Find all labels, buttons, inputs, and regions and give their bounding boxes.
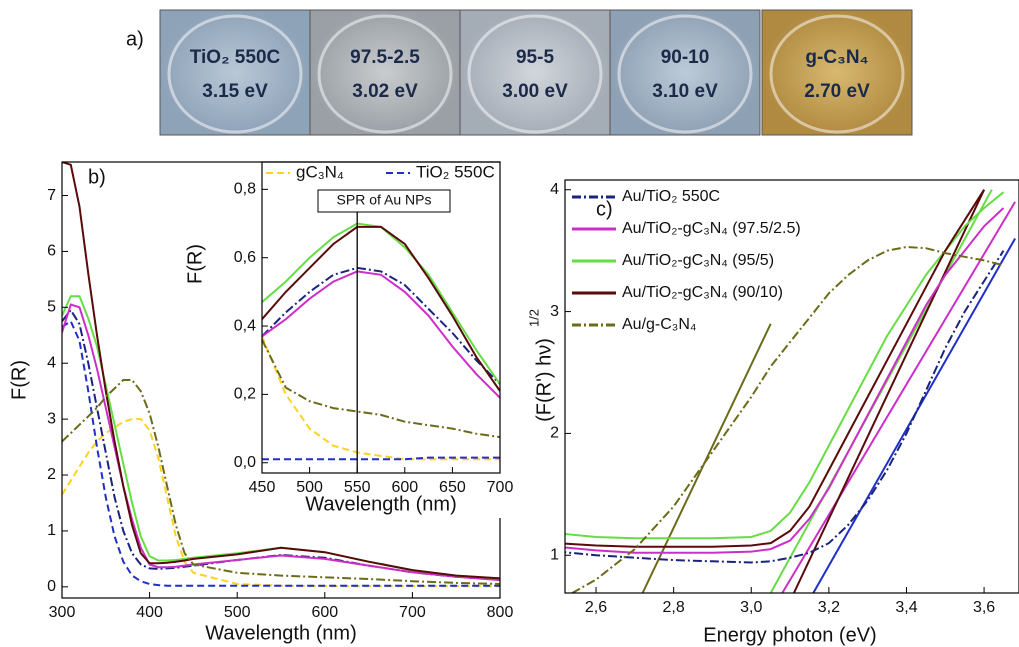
panel-label: c) bbox=[596, 198, 613, 220]
y-tick-label: 4 bbox=[47, 354, 56, 371]
y-axis-label-sup: 1/2 bbox=[526, 309, 541, 327]
x-tick-label: 2,8 bbox=[663, 599, 685, 616]
x-axis-label: Wavelength (nm) bbox=[205, 622, 357, 644]
plot-frame bbox=[564, 179, 1019, 594]
x-tick-label: 3,2 bbox=[818, 599, 840, 616]
y-axis-label: (F(R') hν) bbox=[533, 338, 555, 422]
series-line bbox=[262, 225, 500, 392]
series-line bbox=[62, 162, 500, 580]
photo bbox=[609, 9, 761, 136]
photo-dish bbox=[769, 14, 905, 134]
series-line bbox=[565, 250, 1005, 564]
y-tick-label: 7 bbox=[47, 187, 56, 204]
series-line bbox=[570, 245, 1004, 593]
series-line bbox=[262, 335, 500, 461]
plot-area bbox=[262, 222, 500, 461]
y-tick-label: 1 bbox=[47, 522, 56, 539]
photo-name: 95-5 bbox=[516, 47, 554, 68]
legend-label: Au/TiO₂-gC₃N₄ (90/10) bbox=[622, 284, 783, 301]
series-line bbox=[262, 266, 500, 385]
legend-label: gC₃N₄ bbox=[296, 162, 344, 181]
series-line bbox=[262, 456, 500, 461]
series-line bbox=[565, 189, 985, 548]
x-tick-label: 400 bbox=[136, 604, 163, 621]
x-tick-label: 450 bbox=[249, 479, 276, 496]
x-tick-label: 650 bbox=[439, 479, 466, 496]
x-tick-label: 3,6 bbox=[973, 599, 995, 616]
y-tick-label: 0 bbox=[47, 578, 56, 595]
x-tick-label: 300 bbox=[49, 604, 76, 621]
y-tick-label: 5 bbox=[47, 299, 56, 316]
photo bbox=[459, 9, 611, 136]
panel-label: b) bbox=[88, 166, 106, 188]
photo-dish bbox=[317, 14, 453, 134]
legend-label: Au/TiO₂ 550C bbox=[622, 188, 720, 205]
legend-label: Au/TiO₂-gC₃N₄ (95/5) bbox=[622, 252, 774, 269]
x-tick-label: 700 bbox=[399, 604, 426, 621]
x-tick-label: 550 bbox=[344, 479, 371, 496]
x-axis-label: Wavelength (nm) bbox=[305, 493, 457, 515]
photo-name: 90-10 bbox=[661, 47, 710, 68]
series-line bbox=[262, 339, 500, 439]
y-axis-label: F(R) bbox=[184, 244, 206, 284]
photo-gap: 3.00 eV bbox=[502, 81, 568, 102]
y-tick-label: 0,6 bbox=[234, 249, 256, 266]
y-tick-label: 0,2 bbox=[234, 386, 256, 403]
photo-dish bbox=[467, 14, 603, 134]
plot-area bbox=[62, 162, 500, 588]
y-tick-label: 4 bbox=[550, 181, 559, 198]
series-line bbox=[62, 303, 500, 582]
series-line bbox=[262, 270, 500, 399]
y-tick-label: 3 bbox=[550, 303, 559, 320]
x-axis-label: Energy photon (eV) bbox=[703, 624, 876, 646]
plot-area bbox=[565, 189, 1016, 593]
series-line bbox=[62, 418, 500, 588]
panel-label: a) bbox=[126, 28, 144, 50]
series-line bbox=[565, 207, 1005, 554]
x-tick-label: 3,4 bbox=[895, 599, 917, 616]
y-tick-label: 2 bbox=[550, 425, 559, 442]
x-tick-label: 500 bbox=[296, 479, 323, 496]
y-tick-label: 6 bbox=[47, 243, 56, 260]
annotation-box bbox=[317, 189, 451, 213]
photo-gap: 2.70 eV bbox=[804, 81, 870, 102]
legend-label: TiO₂ 550C bbox=[416, 162, 495, 181]
series-line bbox=[62, 319, 500, 587]
y-tick-label: 2 bbox=[47, 466, 56, 483]
x-tick-label: 500 bbox=[224, 604, 251, 621]
x-tick-label: 700 bbox=[487, 479, 514, 496]
x-tick-label: 2,6 bbox=[585, 599, 607, 616]
y-tick-label: 3 bbox=[47, 410, 56, 427]
annotation: SPR of Au NPs bbox=[337, 192, 432, 208]
x-tick-label: 600 bbox=[311, 604, 338, 621]
x-tick-label: 800 bbox=[487, 604, 514, 621]
photo-dish bbox=[167, 14, 303, 134]
y-tick-label: 0,8 bbox=[234, 181, 256, 198]
photo-name: TiO₂ 550C bbox=[190, 47, 281, 68]
photo-gap: 3.02 eV bbox=[352, 81, 418, 102]
fit-line bbox=[792, 189, 986, 593]
fit-line bbox=[781, 201, 1016, 593]
x-tick-label: 600 bbox=[391, 479, 418, 496]
photo-gap: 3.10 eV bbox=[652, 81, 718, 102]
y-tick-label: 1 bbox=[550, 546, 559, 563]
photo bbox=[309, 9, 461, 136]
y-axis-label: F(R) bbox=[8, 360, 30, 400]
x-tick-label: 3,0 bbox=[740, 599, 762, 616]
photo bbox=[761, 9, 913, 136]
legend-label: Au/g-C₃N₄ bbox=[622, 316, 696, 333]
photo-name: g-C₃N₄ bbox=[805, 47, 868, 68]
photo-gap: 3.15 eV bbox=[202, 81, 268, 102]
photo bbox=[159, 9, 311, 136]
y-tick-label: 0,0 bbox=[234, 454, 256, 471]
series-line bbox=[565, 191, 1005, 540]
plot-frame bbox=[261, 161, 501, 474]
photo-name: 97.5-2.5 bbox=[350, 47, 420, 68]
photo-dish bbox=[617, 14, 753, 134]
y-tick-label: 0,4 bbox=[234, 317, 256, 334]
legend-label: Au/TiO₂-gC₃N₄ (97.5/2.5) bbox=[622, 220, 801, 237]
